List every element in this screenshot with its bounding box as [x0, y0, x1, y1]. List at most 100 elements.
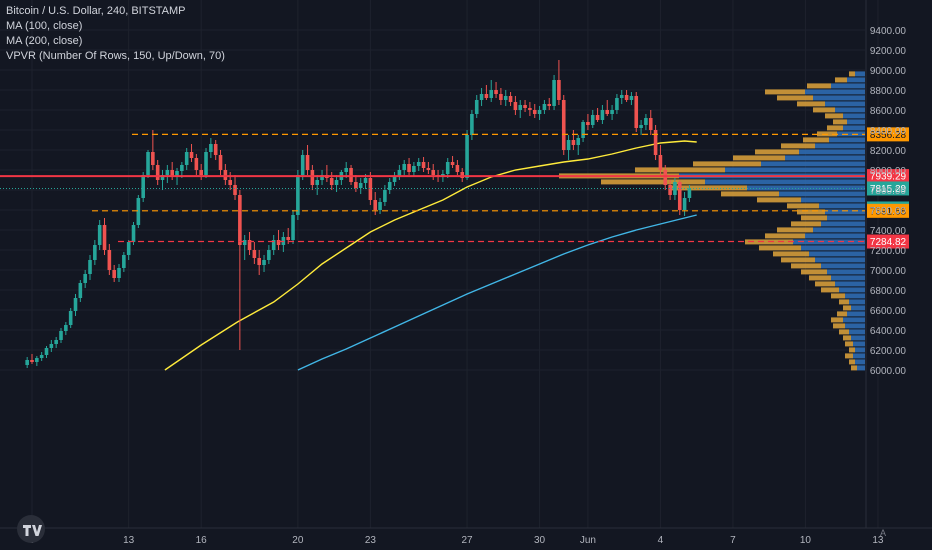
vpvr-up-bar [825, 209, 865, 215]
candle-body [131, 225, 136, 242]
vpvr-down-bar [635, 167, 725, 173]
y-tick-label: 8800.00 [870, 86, 907, 97]
vpvr-down-bar [721, 191, 779, 197]
candle-body [180, 165, 184, 171]
vpvr-up-bar [831, 83, 865, 89]
vpvr-legend[interactable]: VPVR (Number Of Rows, 150, Up/Down, 70) [6, 50, 225, 62]
x-tick-label: Jun [580, 535, 596, 546]
level-label: 7284.82 [870, 237, 907, 248]
candle-body [634, 96, 639, 128]
vpvr-up-bar [725, 167, 865, 173]
vpvr-up-bar [801, 245, 865, 251]
time-axis[interactable]: 9131620232730Jun471013 [0, 527, 932, 546]
price-axis[interactable]: 9400.00 9200.00 9000.00 8800.00 8600.00 8400.… [865, 0, 907, 528]
vpvr-up-bar [747, 185, 865, 191]
candle-body [349, 168, 353, 182]
candle-body [479, 94, 484, 100]
vpvr-down-bar [781, 143, 815, 149]
candle-body [184, 152, 189, 165]
vpvr-down-bar [797, 209, 825, 215]
vpvr-down-bar [851, 365, 857, 371]
y-tick-label: 6000.00 [870, 366, 907, 377]
candle-body [455, 165, 460, 172]
ma200-legend[interactable]: MA (200, close) [6, 35, 83, 47]
candle-body [407, 164, 411, 172]
symbol-title[interactable]: Bitcoin / U.S. Dollar, 240, BITSTAMP [6, 5, 186, 17]
candle-body [122, 255, 126, 268]
candle-body [112, 270, 116, 278]
candle-body [296, 175, 300, 215]
auto-scale-button[interactable]: A [879, 528, 886, 538]
vpvr-down-bar [765, 233, 805, 239]
candle-body [484, 94, 489, 98]
vpvr-up-bar [813, 95, 865, 101]
vpvr-down-bar [843, 335, 851, 341]
candle-body [528, 108, 532, 110]
y-tick-label: 9000.00 [870, 66, 907, 77]
candle-body [586, 122, 590, 125]
candlesticks [25, 60, 692, 368]
y-tick-label: 6400.00 [870, 326, 907, 337]
vpvr-down-bar [825, 113, 843, 119]
vpvr-down-bar [831, 293, 845, 299]
candle-body [39, 355, 44, 358]
candle-body [213, 144, 218, 155]
candle-body [682, 198, 687, 210]
candle-body [499, 94, 503, 100]
vpvr-down-bar [849, 347, 855, 353]
vpvr-up-bar [799, 149, 865, 155]
candle-body [35, 358, 39, 362]
candle-body [54, 340, 58, 344]
candle-body [663, 170, 668, 185]
candle-body [151, 152, 155, 165]
candle-body [387, 182, 392, 190]
candle-body [189, 152, 194, 158]
candle-body [320, 175, 324, 180]
candle-body [262, 260, 266, 265]
level-label: 7939.29 [870, 172, 907, 183]
vpvr-up-bar [813, 227, 865, 233]
vpvr-down-bar [849, 71, 855, 77]
ma200-line [297, 214, 697, 371]
candle-body [648, 118, 653, 130]
candle-body [73, 298, 78, 311]
candle-body [136, 198, 141, 225]
candle-body [445, 162, 450, 174]
candle-body [561, 100, 566, 150]
candle-body [97, 225, 102, 245]
candle-body [59, 331, 63, 340]
level-label-bg [867, 181, 909, 196]
vpvr-up-bar [827, 215, 865, 221]
candle-body [397, 170, 402, 176]
candle-body [673, 182, 677, 195]
candle-body [518, 105, 523, 110]
vpvr-up-bar [853, 341, 865, 347]
candle-body [160, 175, 165, 180]
candle-body [165, 170, 170, 175]
y-tick-label: 9200.00 [870, 46, 907, 57]
candle-body [644, 118, 648, 125]
candle-body [460, 172, 465, 178]
candle-body [566, 140, 571, 150]
candle-body [141, 175, 145, 198]
vpvr-up-bar [853, 353, 865, 359]
candle-body [503, 96, 508, 100]
chart-grid [0, 0, 879, 528]
y-tick-label: 6800.00 [870, 286, 907, 297]
x-tick-label: 27 [461, 535, 473, 546]
candle-body [542, 104, 547, 110]
level-label-bg [867, 127, 909, 142]
vpvr-up-bar [855, 359, 865, 365]
candle-body [610, 110, 614, 114]
ma100-legend[interactable]: MA (100, close) [6, 20, 83, 32]
candle-body [450, 162, 455, 165]
vpvr-down-bar [815, 281, 835, 287]
vpvr-up-bar [825, 101, 865, 107]
candle-body [126, 242, 131, 255]
candle-body [257, 258, 261, 265]
vpvr-up-bar [847, 311, 865, 317]
candle-body [557, 80, 561, 100]
vpvr-down-bar [777, 227, 813, 233]
vpvr-down-bar [835, 77, 847, 83]
